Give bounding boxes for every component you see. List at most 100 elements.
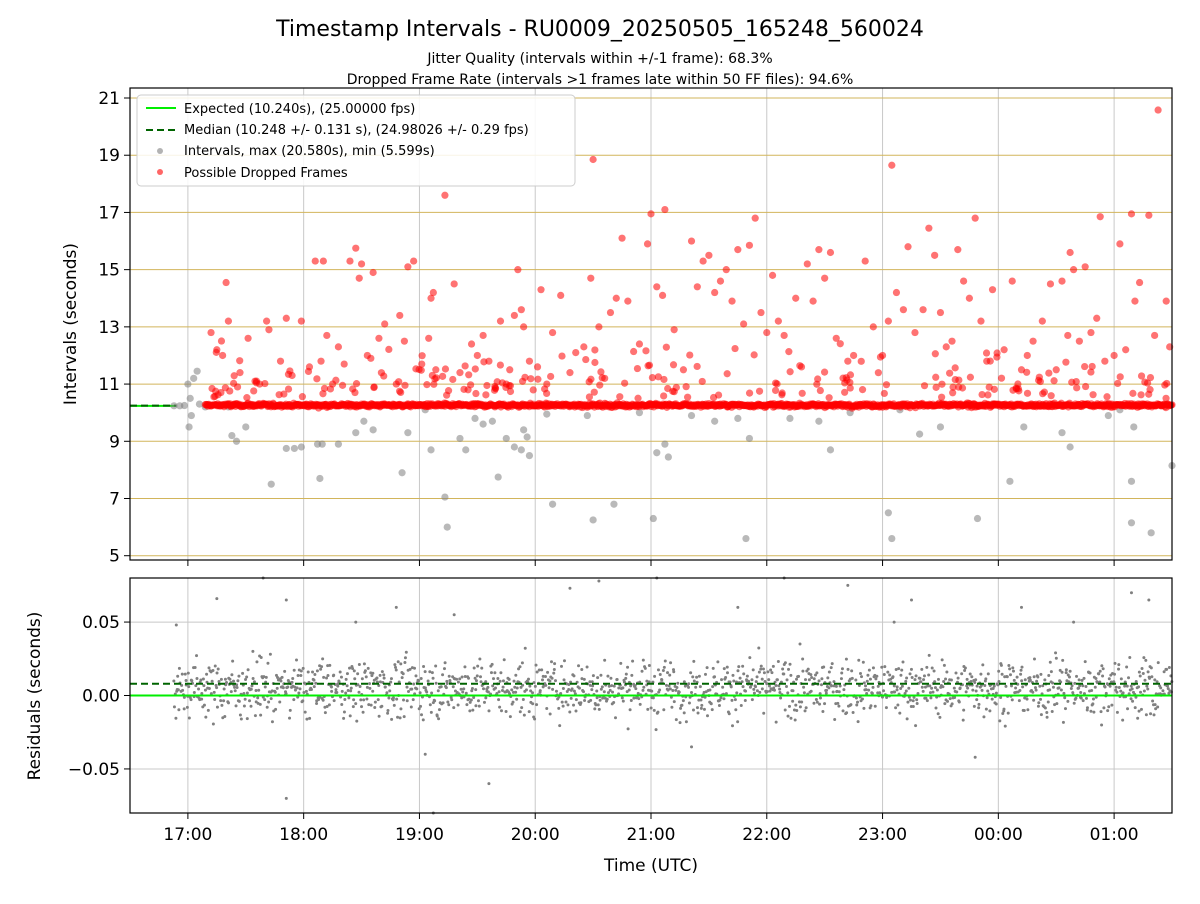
residual-point-752 [642, 659, 645, 662]
residual-point-1096 [857, 720, 860, 723]
interval-point-47 [590, 516, 597, 523]
residual-point-1555 [1143, 689, 1146, 692]
dropped-point-12 [283, 315, 290, 322]
residual-point-916 [744, 690, 747, 693]
residual-point-1526 [1125, 665, 1128, 668]
residual-outlier-5 [354, 621, 357, 624]
residual-point-613 [555, 690, 558, 693]
interval-point-39 [511, 443, 518, 450]
residual-point-1048 [826, 676, 829, 679]
residual-point-279 [347, 689, 350, 692]
residual-point-173 [281, 676, 284, 679]
residual-point-1488 [1101, 675, 1104, 678]
residual-point-319 [371, 672, 374, 675]
residual-point-1453 [1079, 691, 1082, 694]
residual-point-1515 [1118, 686, 1121, 689]
residual-point-1103 [861, 698, 864, 701]
dropped-fill-point-94 [497, 361, 504, 368]
residual-point-1390 [1040, 713, 1043, 716]
residual-point-1121 [872, 666, 875, 669]
residual-point-879 [721, 686, 724, 689]
residual-point-1468 [1089, 671, 1092, 674]
dropped-point-111 [885, 318, 892, 325]
residual-point-1581 [1159, 686, 1162, 689]
residual-point-98 [234, 689, 237, 692]
residual-point-1559 [1145, 685, 1148, 688]
dropped-fill-point-195 [327, 385, 334, 392]
dropped-fill-point-192 [530, 386, 537, 393]
dropped-point-19 [323, 332, 330, 339]
residual-point-623 [562, 705, 565, 708]
residual-point-811 [679, 721, 682, 724]
residual-point-557 [520, 706, 523, 709]
residual-point-309 [365, 698, 368, 701]
residual-point-558 [521, 661, 524, 664]
residual-point-1403 [1048, 688, 1051, 691]
residual-point-802 [673, 700, 676, 703]
residual-point-39 [197, 688, 200, 691]
dropped-fill-point-80 [772, 387, 779, 394]
residual-point-463 [461, 691, 464, 694]
residual-point-1173 [905, 689, 908, 692]
residual-outlier-9 [453, 613, 456, 616]
residual-point-1446 [1075, 675, 1078, 678]
residual-point-1372 [1029, 679, 1032, 682]
dropped-fill-point-112 [305, 368, 312, 375]
residual-point-779 [659, 673, 662, 676]
dropped-point-97 [781, 332, 788, 339]
dropped-point-143 [1082, 263, 1089, 270]
interval-point-71 [1020, 423, 1027, 430]
residual-point-415 [432, 677, 435, 680]
residual-point-266 [339, 671, 342, 674]
residual-point-52 [205, 673, 208, 676]
residual-point-215 [307, 670, 310, 673]
residual-point-1050 [828, 670, 831, 673]
residual-point-1246 [950, 679, 953, 682]
residual-point-1056 [832, 691, 835, 694]
residual-point-293 [355, 720, 358, 723]
interval-point-18 [298, 443, 305, 450]
residual-point-1490 [1102, 706, 1105, 709]
interval-point-7 [188, 412, 195, 419]
residual-point-505 [487, 709, 490, 712]
residual-point-1335 [1006, 675, 1009, 678]
residual-point-1158 [896, 688, 899, 691]
residual-point-1277 [970, 680, 973, 683]
residual-point-8 [177, 708, 180, 711]
residual-point-400 [422, 665, 425, 668]
residual-point-1470 [1090, 689, 1093, 692]
residual-point-679 [596, 676, 599, 679]
residual-point-1061 [835, 685, 838, 688]
dropped-point-134 [1029, 338, 1036, 345]
residual-point-1260 [959, 686, 962, 689]
residual-point-642 [573, 690, 576, 693]
residual-point-149 [266, 706, 269, 709]
residual-point-177 [283, 670, 286, 673]
dropped-point-135 [1039, 318, 1046, 325]
residual-point-29 [190, 679, 193, 682]
residual-point-662 [586, 665, 589, 668]
residual-point-1302 [985, 708, 988, 711]
residual-point-1357 [1020, 669, 1023, 672]
residual-point-1590 [1165, 668, 1168, 671]
residual-point-151 [266, 662, 269, 665]
residual-point-213 [305, 718, 308, 721]
interval-point-63 [885, 509, 892, 516]
residual-point-977 [782, 673, 785, 676]
dropped-point-109 [870, 323, 877, 330]
interval-point-54 [688, 412, 695, 419]
residual-point-817 [683, 711, 686, 714]
dropped-point-107 [850, 352, 857, 359]
residual-point-729 [628, 688, 631, 691]
residual-point-1293 [979, 673, 982, 676]
residual-point-807 [676, 682, 679, 685]
residual-point-480 [472, 696, 475, 699]
dropped-fill-point-54 [582, 356, 589, 363]
dropped-point-2 [219, 352, 226, 359]
dropped-point-76 [653, 283, 660, 290]
dropped-fill-point-58 [430, 381, 437, 388]
intervals-ytick-label-8: 21 [98, 89, 120, 109]
residual-point-793 [668, 684, 671, 687]
residual-point-1013 [805, 706, 808, 709]
legend-expected-label: Expected (10.240s), (25.00000 fps) [184, 102, 415, 117]
